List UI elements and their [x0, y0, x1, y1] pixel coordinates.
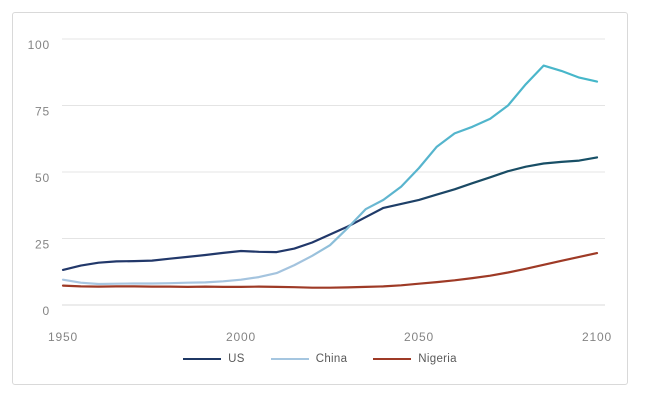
y-tick-label-100: 100 — [28, 38, 50, 52]
series-line-china — [61, 64, 599, 286]
y-tick-label-25: 25 — [35, 238, 50, 252]
series-line-us — [61, 156, 599, 271]
legend-label-us: US — [228, 353, 245, 365]
legend-label-nigeria: Nigeria — [418, 353, 457, 365]
x-tick-label-1950: 1950 — [48, 330, 78, 344]
legend-swatch-us — [183, 358, 222, 360]
y-tick-label-0: 0 — [43, 304, 50, 318]
legend-item-us: US — [183, 353, 245, 365]
legend-label-china: China — [315, 353, 348, 365]
x-tick-label-2000: 2000 — [226, 330, 256, 344]
x-tick-label-2050: 2050 — [404, 330, 434, 344]
y-tick-label-50: 50 — [35, 171, 50, 185]
y-tick-label-75: 75 — [35, 105, 50, 119]
series-line-nigeria — [61, 252, 599, 289]
legend-swatch-china — [270, 358, 309, 360]
chart-frame: 0 25 50 75 100 1950 2000 2050 2100 US China Nigeri… — [12, 12, 628, 385]
legend-item-china: China — [270, 353, 348, 365]
chart-svg: 0 25 50 75 100 1950 2000 2050 2100 — [28, 38, 612, 344]
legend-swatch-nigeria — [373, 358, 412, 360]
x-tick-label-2100: 2100 — [582, 330, 612, 344]
legend-item-nigeria: Nigeria — [373, 353, 457, 365]
chart-legend: US China Nigeria — [13, 353, 627, 365]
